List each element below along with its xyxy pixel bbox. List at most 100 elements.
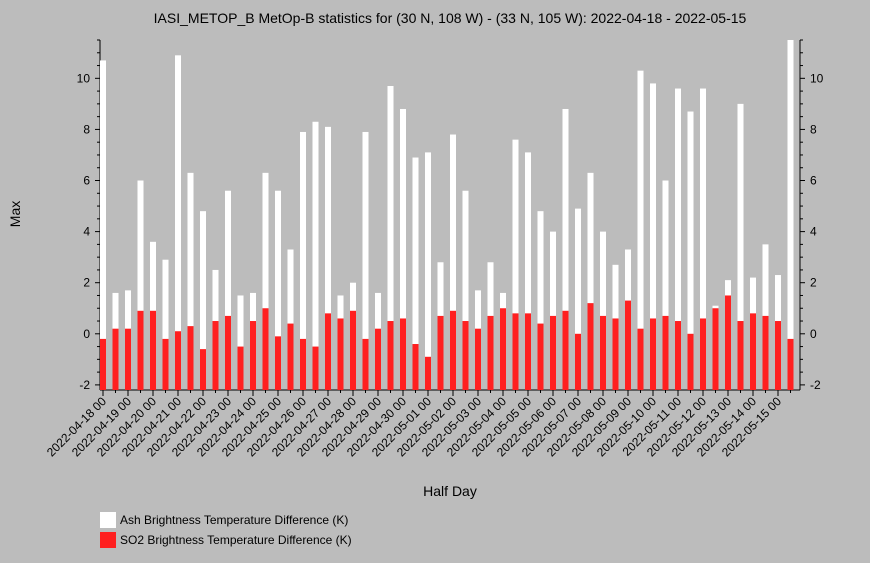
ash-bar [675,88,681,390]
ash-bar [225,190,231,390]
so2-bar [587,303,594,390]
y-tick-label-left: -2 [79,378,90,392]
so2-bar [362,338,369,390]
legend-swatch-ash [100,512,116,528]
so2-bar [775,321,781,390]
ash-bar [700,88,706,390]
so2-bar [550,315,556,390]
so2-bar [125,328,131,390]
so2-bar [325,313,331,390]
legend-item-so2: SO2 Brightness Temperature Difference (K… [100,532,352,548]
y-axis-label: Max [7,201,23,227]
ash-bar [737,103,744,390]
ash-bar [575,208,581,390]
so2-bar [737,321,744,390]
so2-bar [725,295,731,390]
so2-bar [487,315,494,390]
ash-bar [600,231,606,390]
so2-bar [500,308,506,390]
ash-bar [650,83,656,390]
so2-bar [675,321,681,390]
so2-bar [662,315,669,390]
so2-bar [625,300,631,390]
ash-bar [287,249,294,390]
so2-bar [525,313,531,390]
y-tick-label-right: 8 [810,122,817,136]
ash-bar [137,180,144,390]
ash-bar [275,190,281,390]
ash-bar [637,70,644,391]
so2-bar [512,313,519,390]
so2-bar [562,310,569,390]
y-tick-label-left: 0 [83,327,90,341]
ash-bar [512,139,519,390]
ash-bar [450,134,456,390]
so2-bar [187,326,194,390]
so2-bar [687,333,694,390]
ash-bar [412,157,419,390]
so2-bar [462,321,469,390]
ash-bar [462,190,469,390]
ash-bar [662,180,669,390]
so2-bar [287,323,294,390]
y-tick-label-right: -2 [810,378,821,392]
ash-bar [687,111,694,391]
so2-bar [762,315,769,390]
so2-bar [750,313,756,390]
so2-bar [312,346,319,390]
so2-bar [412,344,419,390]
so2-bar [150,310,156,390]
so2-bar [400,318,406,390]
ash-bar [325,126,331,390]
legend-swatch-so2 [100,532,116,548]
so2-bar [100,338,106,390]
so2-bar [387,321,394,390]
so2-bar [175,331,181,390]
so2-bar [337,318,344,390]
so2-bar [212,321,219,390]
ash-bar [162,259,169,390]
ash-bar [387,85,394,390]
ash-bar [425,152,431,390]
legend-item-ash: Ash Brightness Temperature Difference (K… [100,512,348,528]
so2-bar [712,308,719,390]
ash-bar [400,108,406,391]
so2-bar [612,318,619,390]
chart-title: IASI_METOP_B MetOp-B statistics for (30 … [154,10,747,26]
ash-bar [187,172,194,390]
so2-bar [537,323,544,390]
so2-bar [475,328,481,390]
ash-bar [200,211,206,390]
y-tick-label-left: 8 [83,122,90,136]
y-tick-label-left: 10 [77,71,91,85]
ash-bar [175,55,181,391]
y-tick-label-right: 6 [810,174,817,188]
so2-bar [787,338,794,390]
ash-bar [237,295,244,390]
ash-bar [312,121,319,390]
ash-bar [262,172,269,390]
legend-label-ash: Ash Brightness Temperature Difference (K… [120,513,349,527]
ash-bar [300,131,306,390]
y-tick-label-right: 10 [810,71,824,85]
so2-bar [350,310,356,390]
ash-bar [562,108,569,391]
ash-bar [537,211,544,390]
so2-bar [250,321,256,390]
so2-bar [162,338,169,390]
so2-bar [237,346,244,390]
so2-bar [275,336,281,390]
ash-bar [787,40,794,390]
so2-bar [637,328,644,390]
so2-bar [137,310,144,390]
so2-bar [425,356,431,390]
so2-bar [437,315,444,390]
so2-bar [225,315,231,390]
so2-bar [262,308,269,390]
x-axis-label: Half Day [423,483,477,499]
so2-bar [375,328,381,390]
y-tick-label-left: 4 [83,225,90,239]
